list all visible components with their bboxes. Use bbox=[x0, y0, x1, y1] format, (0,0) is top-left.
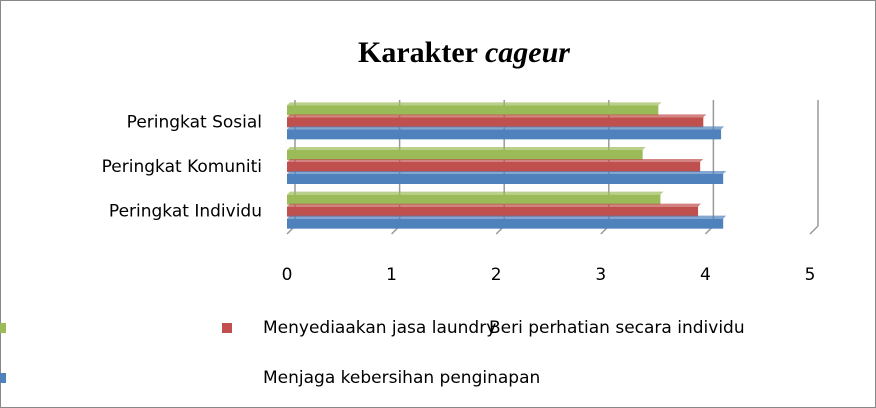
bar-top bbox=[287, 114, 707, 118]
bar bbox=[287, 105, 659, 116]
bar-top bbox=[287, 215, 727, 219]
legend-label: Menjaga kebersihan penginapan bbox=[263, 368, 540, 388]
bar-top bbox=[287, 159, 704, 162]
grid-line bbox=[809, 225, 819, 235]
title-part: cageur bbox=[485, 36, 570, 69]
bar bbox=[287, 194, 661, 205]
bar bbox=[287, 129, 722, 140]
x-tick-label: 1 bbox=[386, 265, 397, 285]
bar bbox=[287, 174, 724, 184]
x-tick-label: 2 bbox=[491, 265, 502, 285]
y-tick-label: Peringkat Sosial bbox=[127, 112, 262, 132]
title-part: Karakter bbox=[358, 36, 478, 69]
bar bbox=[287, 117, 704, 128]
bar-top bbox=[287, 191, 664, 195]
bar bbox=[287, 162, 701, 172]
x-tick-label: 5 bbox=[805, 265, 816, 285]
bar-top bbox=[287, 171, 727, 174]
bar bbox=[287, 150, 643, 160]
bar-top bbox=[287, 102, 662, 106]
chart-title: Karakter cageur bbox=[358, 36, 570, 69]
bar-top bbox=[287, 203, 702, 207]
bar bbox=[287, 206, 699, 217]
bar bbox=[287, 218, 724, 229]
legend-swatch bbox=[0, 323, 6, 333]
bar-top bbox=[287, 126, 725, 130]
legend-label: Beri perhatian secara individu bbox=[489, 318, 745, 338]
x-tick-label: 3 bbox=[595, 265, 606, 285]
legend-label: Menyediaakan jasa laundry bbox=[263, 318, 496, 338]
x-tick-label: 0 bbox=[282, 265, 293, 285]
x-tick-label: 4 bbox=[700, 265, 711, 285]
legend-swatch bbox=[222, 323, 232, 333]
y-tick-label: Peringkat Komuniti bbox=[102, 157, 262, 177]
y-tick-label: Peringkat Individu bbox=[109, 202, 262, 222]
bar-top bbox=[287, 147, 646, 150]
legend-swatch bbox=[0, 373, 6, 383]
